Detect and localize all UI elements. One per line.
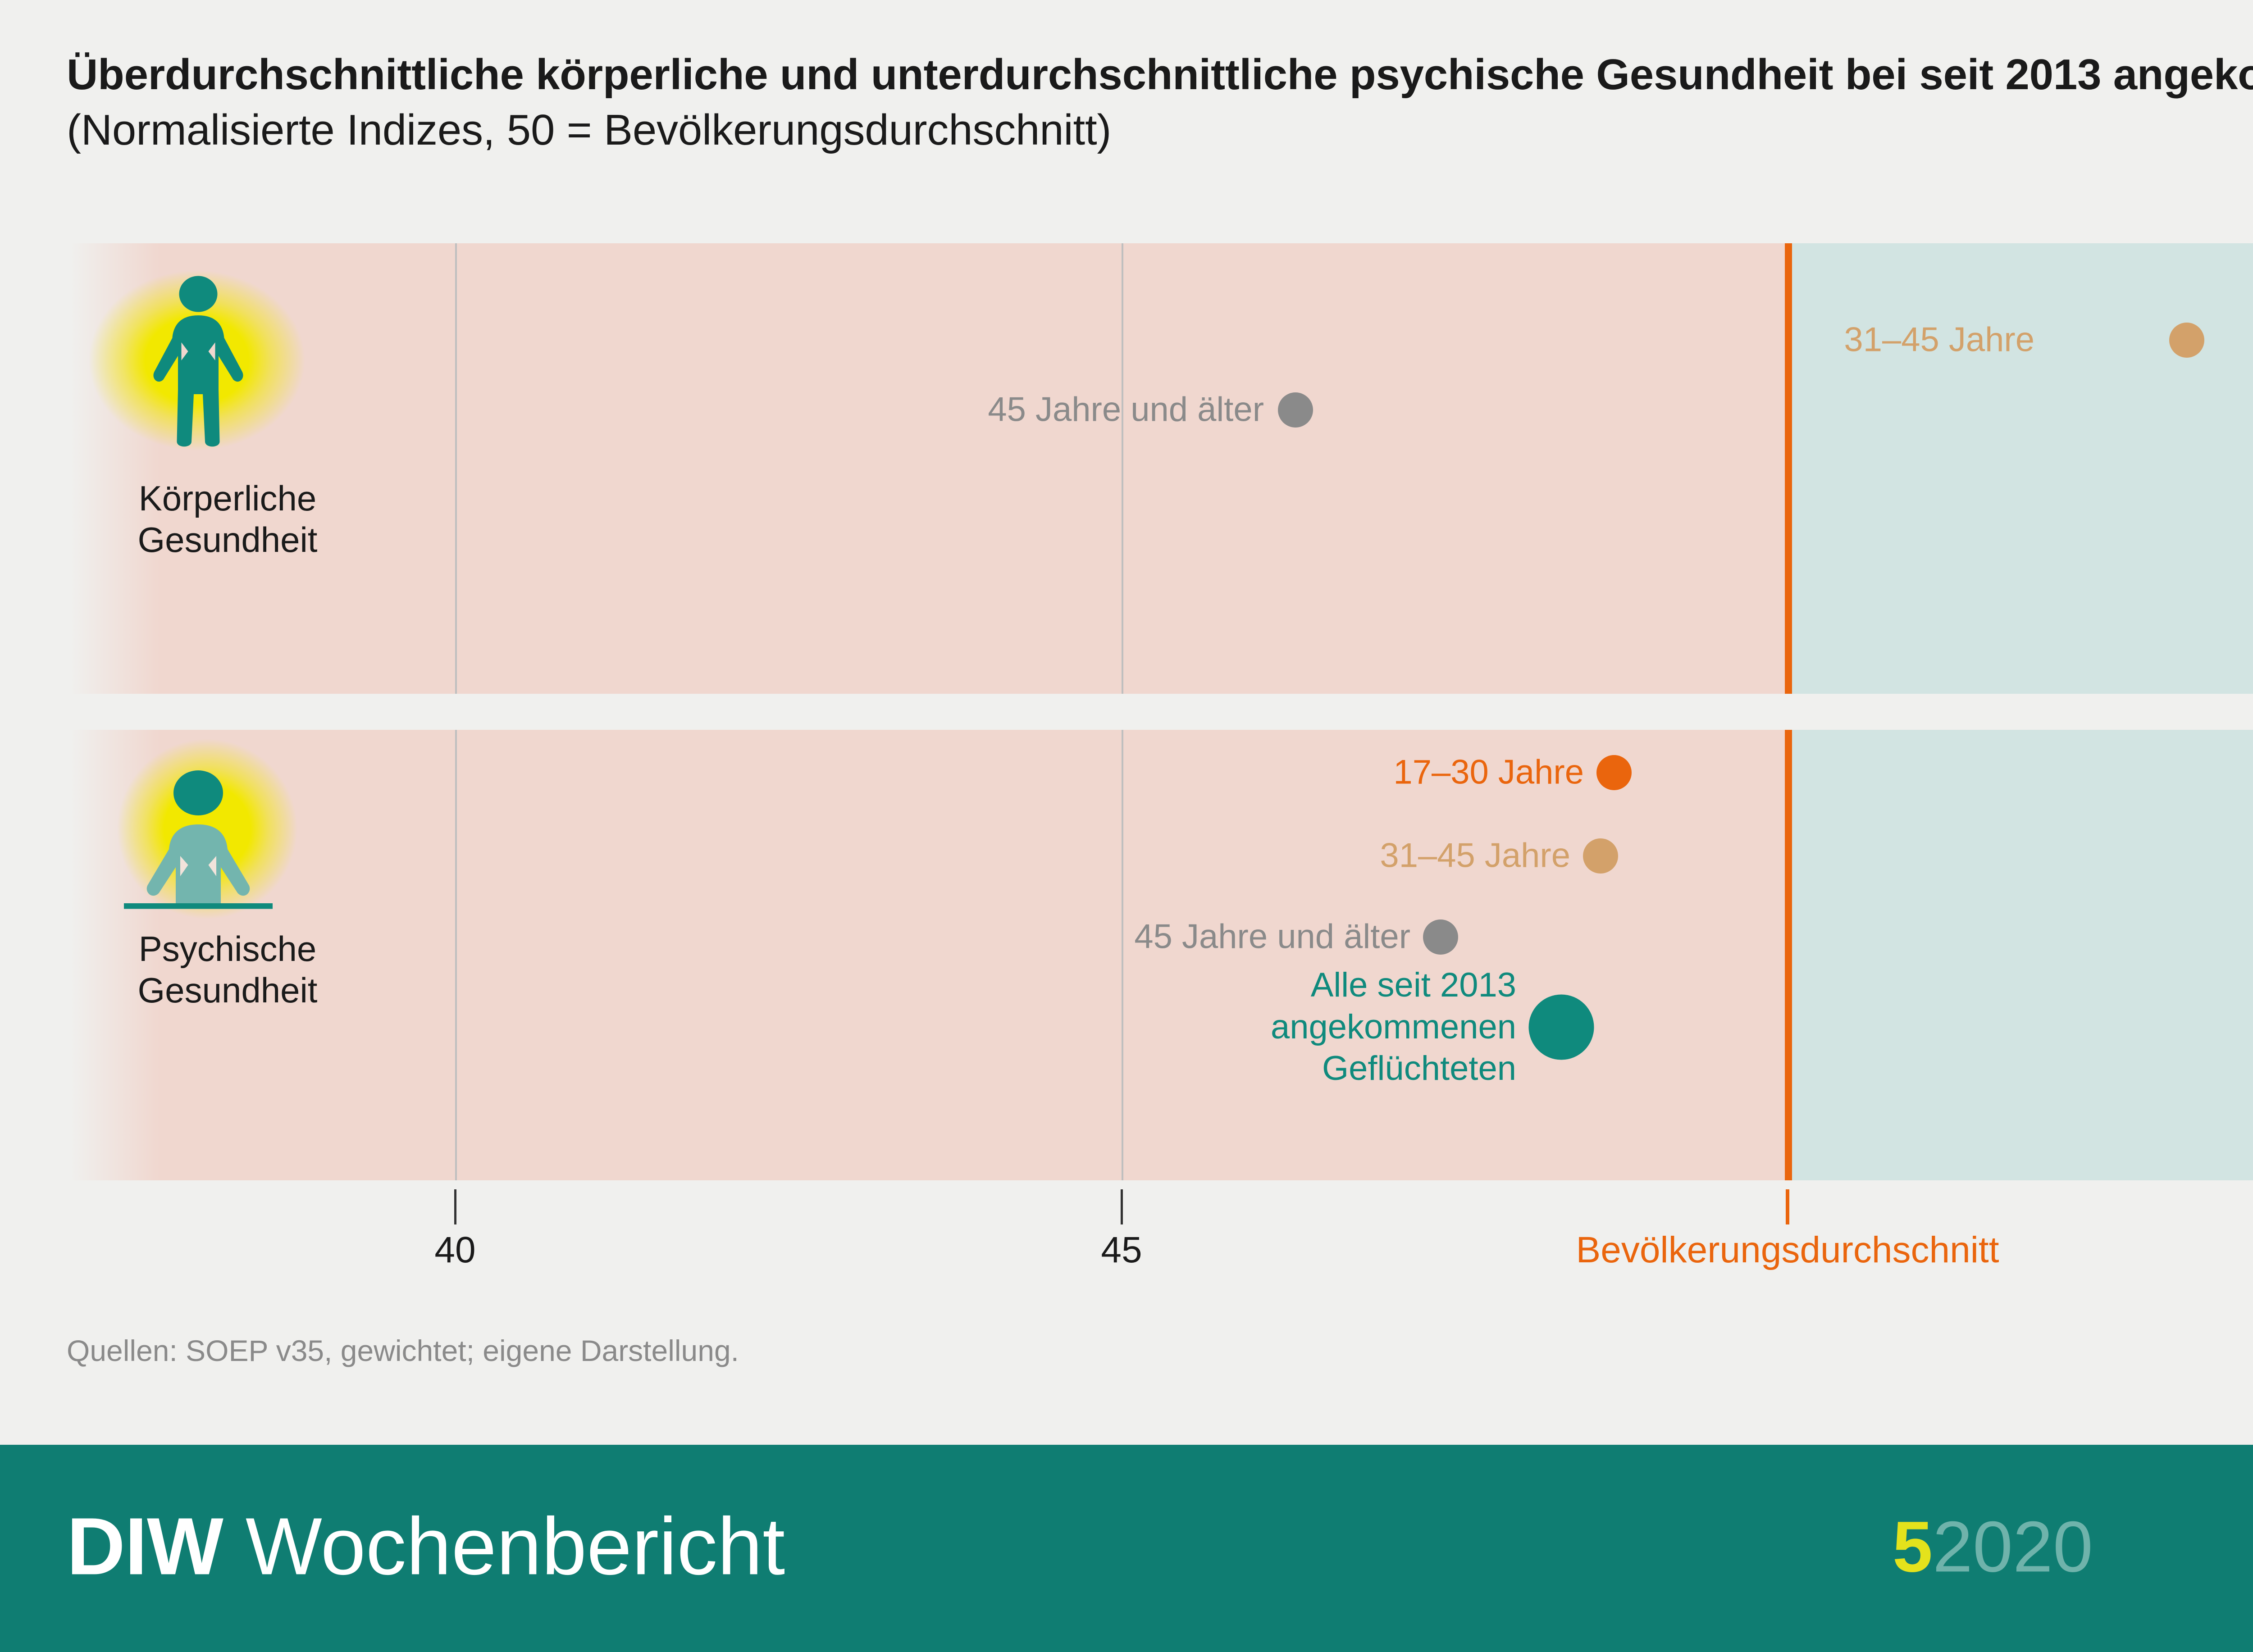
- gridline-40: [455, 243, 457, 694]
- data-label-45-plus: 45 Jahre und älter: [1134, 917, 1410, 956]
- axis-label-population-average: Bevölkerungsdurchschnitt: [1576, 1229, 1999, 1270]
- axis-label-40: 40: [434, 1229, 476, 1270]
- chart-area: Körperliche Gesundheit 45 Jahre und älte…: [0, 243, 2253, 1189]
- icon-label-psychische: Psychische Gesundheit: [137, 929, 318, 1010]
- panel-background: [70, 243, 2253, 694]
- data-dot-alle[interactable]: [1528, 994, 1594, 1060]
- data-dot-45-plus[interactable]: [1278, 392, 1313, 428]
- footer-bar: DIW Wochenbericht 52020 DIW BERLIN: [0, 1445, 2253, 1652]
- panel-psychische-gesundheit: Psychische Gesundheit 17–30 Jahre 31–45 …: [70, 730, 2253, 1180]
- panel-koerperliche-gesundheit: Körperliche Gesundheit 45 Jahre und älte…: [70, 243, 2253, 694]
- gridline-40: [455, 730, 457, 1180]
- axis-label-45: 45: [1101, 1229, 1142, 1270]
- data-label-31-45: 31–45 Jahre: [1380, 836, 1570, 875]
- data-dot-31-45[interactable]: [2169, 323, 2204, 358]
- issue-info: 52020: [1893, 1505, 2093, 1588]
- issue-number: 5: [1893, 1506, 1933, 1587]
- icon-column-psychische: Psychische Gesundheit: [70, 730, 385, 1180]
- gridline-45: [1122, 243, 1123, 694]
- brand-wochenbericht: Wochenbericht: [223, 1501, 785, 1592]
- panel-background: [70, 730, 2253, 1180]
- issue-year: 2020: [1932, 1506, 2093, 1587]
- data-dot-17-30[interactable]: [1596, 755, 1632, 790]
- below-average-band: [70, 243, 1788, 694]
- above-average-band: [1788, 730, 2253, 1180]
- sinking-person-icon: [124, 770, 273, 909]
- page-title: Überdurchschnittliche körperliche und un…: [67, 47, 2253, 158]
- data-label-17-30: 17–30 Jahre: [1393, 753, 1584, 792]
- data-label-alle: Alle seit 2013 angekommenen Geflüchteten: [1270, 965, 1516, 1088]
- gridline-45: [1122, 730, 1123, 1180]
- population-average-line: [1785, 730, 1792, 1180]
- population-average-line: [1785, 243, 1792, 694]
- page-title-bold: Überdurchschnittliche körperliche und un…: [67, 50, 2253, 99]
- icon-column-koerperliche: Körperliche Gesundheit: [70, 243, 385, 694]
- brand-diw: DIW: [67, 1501, 223, 1592]
- page-title-regular: (Normalisierte Indizes, 50 = Bevölkerung…: [67, 105, 1112, 154]
- data-label-45-plus: 45 Jahre und älter: [988, 390, 1264, 429]
- data-dot-45-plus[interactable]: [1423, 919, 1458, 955]
- axis-tick-45: [1121, 1189, 1123, 1224]
- standing-person-icon: [153, 276, 243, 447]
- data-label-31-45: 31–45 Jahre: [1844, 320, 2034, 359]
- axis-tick-50: [1786, 1189, 1789, 1224]
- axis-tick-40: [454, 1189, 456, 1224]
- above-average-band: [1788, 243, 2253, 694]
- below-average-band: [70, 730, 1788, 1180]
- x-axis: 40 45 Bevölkerungsdurchschnitt 55 60: [0, 1189, 2253, 1306]
- publication-brand: DIW Wochenbericht: [67, 1500, 785, 1593]
- icon-label-koerperliche: Körperliche Gesundheit: [137, 478, 318, 560]
- source-note: Quellen: SOEP v35, gewichtet; eigene Dar…: [67, 1334, 739, 1367]
- data-dot-31-45[interactable]: [1583, 838, 1618, 874]
